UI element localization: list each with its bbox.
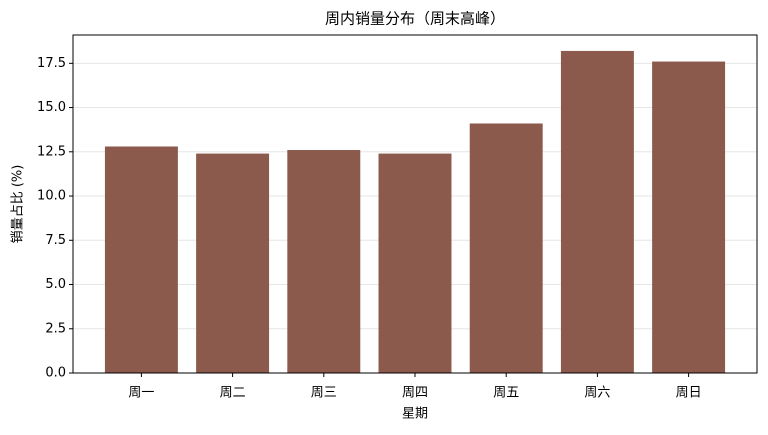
x-tick-label: 周一 (128, 386, 154, 401)
y-axis-label: 销量占比 (%) (11, 165, 26, 244)
y-tick-label: 5.0 (45, 277, 66, 292)
x-tick-label: 周五 (493, 386, 519, 401)
x-tick-label: 周六 (584, 386, 610, 401)
plot-frame (72, 34, 758, 374)
x-tick-label: 周三 (311, 386, 337, 401)
y-tick-label: 7.5 (45, 233, 66, 248)
y-tick-label: 2.5 (45, 321, 66, 336)
x-axis-label: 星期 (402, 407, 428, 422)
bar (469, 123, 543, 373)
y-tick-label: 0.0 (45, 366, 66, 381)
x-tick-label: 周日 (676, 386, 702, 401)
y-tick-label: 17.5 (37, 56, 66, 71)
bar (104, 146, 178, 373)
x-tick-label: 周二 (220, 386, 246, 401)
bar (287, 150, 361, 373)
bar (652, 61, 726, 374)
y-tick-label: 10.0 (37, 189, 66, 204)
bar (560, 50, 634, 374)
bar (378, 153, 452, 373)
y-tick-label: 12.5 (37, 144, 66, 159)
y-tick-label: 15.0 (37, 100, 66, 115)
x-tick-label: 周四 (402, 386, 428, 401)
bar (196, 153, 270, 373)
chart-title: 周内销量分布（周末高峰） (325, 10, 505, 28)
